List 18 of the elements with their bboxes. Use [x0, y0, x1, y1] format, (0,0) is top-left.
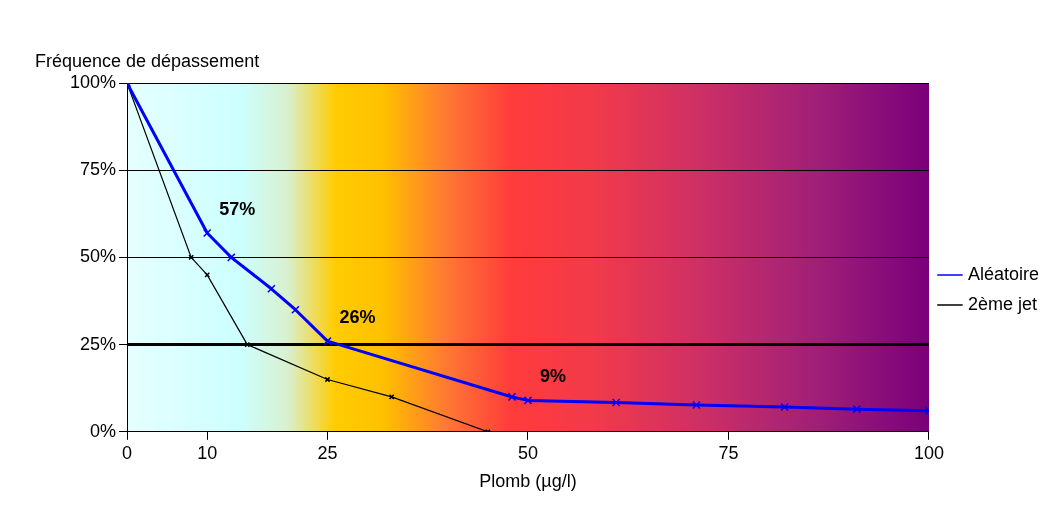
x-tick-label: 100: [913, 442, 944, 463]
y-tick-label: 75%: [79, 159, 116, 180]
legend-label: 2ème jet: [967, 293, 1037, 314]
x-tick-label: 0: [121, 442, 133, 463]
annotation: 9%: [539, 366, 566, 387]
legend-label: Aléatoire: [967, 263, 1039, 284]
y-axis-title: Fréquence de dépassement: [35, 50, 260, 71]
x-tick-label: 25: [317, 442, 338, 463]
y-tick-label: 25%: [79, 333, 116, 354]
annotation: 57%: [219, 198, 256, 219]
x-axis-title: Plomb (µg/l): [479, 471, 577, 492]
annotation: 26%: [339, 307, 376, 328]
x-tick-label: 50: [517, 442, 538, 463]
y-tick-label: 0%: [89, 420, 116, 441]
x-tick-label: 75: [718, 442, 739, 463]
x-tick-label: 10: [197, 442, 218, 463]
y-tick-label: 50%: [79, 246, 116, 267]
y-tick-label: 100%: [69, 71, 116, 92]
